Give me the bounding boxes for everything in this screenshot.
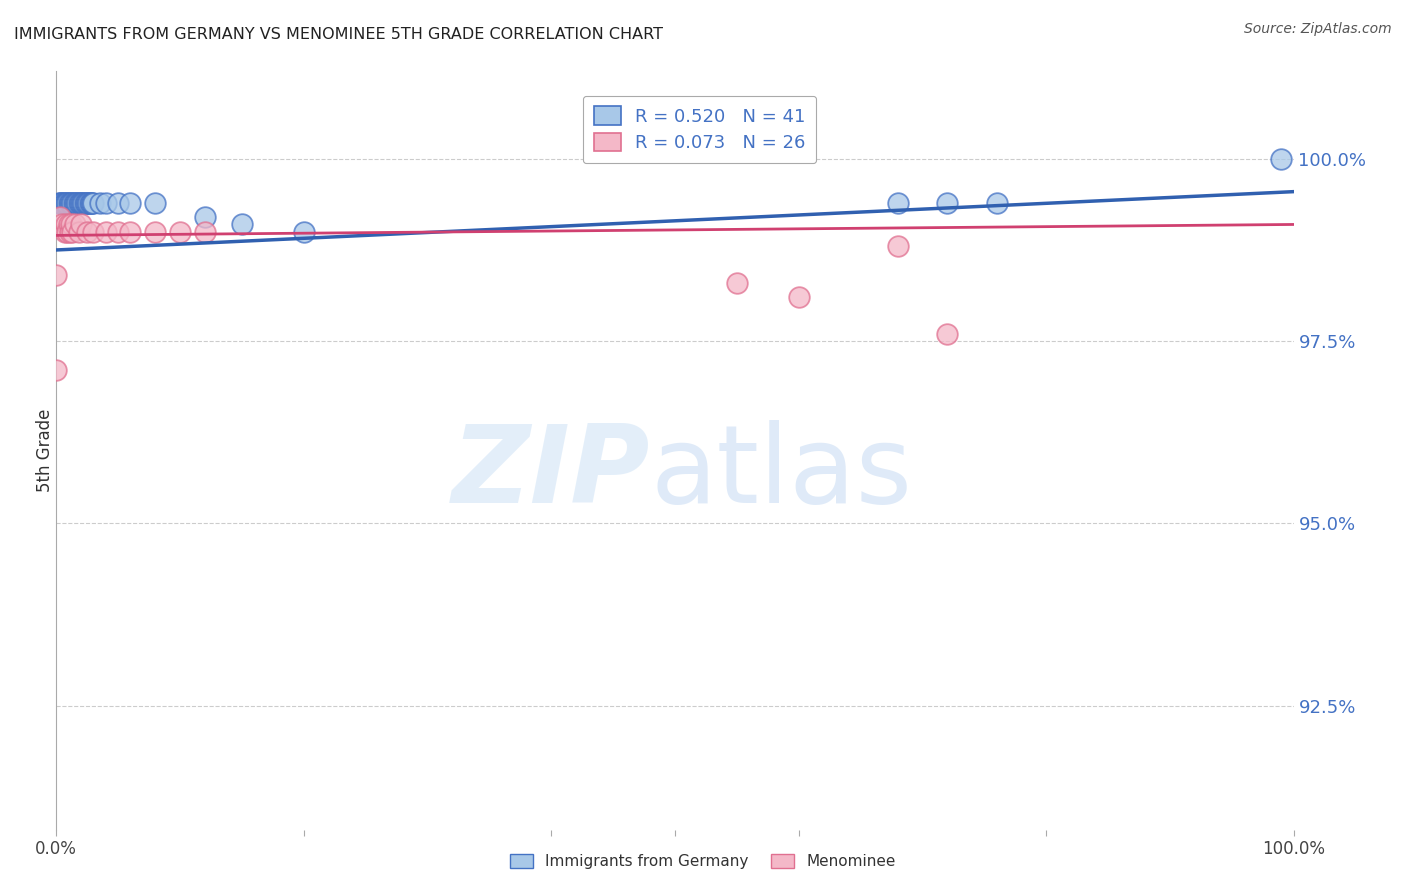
- Point: [60, 218, 83, 232]
- Point: [143, 225, 166, 239]
- Point: [292, 225, 315, 239]
- Point: [886, 239, 908, 253]
- Point: [45, 363, 67, 377]
- Legend: R = 0.520   N = 41, R = 0.073   N = 26: R = 0.520 N = 41, R = 0.073 N = 26: [583, 95, 817, 163]
- Point: [65, 195, 87, 210]
- Point: [107, 225, 129, 239]
- Point: [67, 195, 90, 210]
- Point: [49, 210, 72, 224]
- Point: [59, 195, 82, 210]
- Point: [51, 195, 73, 210]
- Point: [120, 225, 142, 239]
- Point: [62, 195, 84, 210]
- Point: [45, 268, 67, 283]
- Point: [51, 195, 73, 210]
- Point: [70, 218, 93, 232]
- Point: [75, 195, 97, 210]
- Y-axis label: 5th Grade: 5th Grade: [37, 409, 53, 492]
- Point: [70, 195, 93, 210]
- Point: [63, 195, 86, 210]
- Point: [60, 195, 83, 210]
- Point: [986, 195, 1008, 210]
- Point: [143, 195, 166, 210]
- Point: [76, 195, 98, 210]
- Legend: Immigrants from Germany, Menominee: Immigrants from Germany, Menominee: [503, 848, 903, 875]
- Point: [94, 225, 117, 239]
- Point: [82, 195, 104, 210]
- Point: [67, 225, 90, 239]
- Point: [725, 276, 748, 290]
- Point: [51, 218, 73, 232]
- Point: [55, 218, 77, 232]
- Point: [53, 225, 76, 239]
- Point: [82, 225, 104, 239]
- Point: [52, 195, 75, 210]
- Point: [69, 195, 91, 210]
- Point: [94, 195, 117, 210]
- Point: [73, 195, 96, 210]
- Point: [107, 195, 129, 210]
- Point: [936, 326, 959, 341]
- Text: atlas: atlas: [650, 420, 912, 526]
- Text: ZIP: ZIP: [451, 420, 650, 526]
- Point: [194, 210, 217, 224]
- Point: [787, 290, 810, 304]
- Point: [58, 195, 80, 210]
- Point: [77, 195, 100, 210]
- Point: [49, 195, 72, 210]
- Point: [82, 195, 104, 210]
- Text: Source: ZipAtlas.com: Source: ZipAtlas.com: [1244, 22, 1392, 37]
- Point: [55, 195, 77, 210]
- Point: [66, 195, 89, 210]
- Point: [60, 225, 83, 239]
- Point: [58, 218, 80, 232]
- Point: [1270, 152, 1292, 166]
- Point: [80, 195, 103, 210]
- Point: [169, 225, 191, 239]
- Point: [56, 195, 79, 210]
- Point: [72, 195, 94, 210]
- Point: [886, 195, 908, 210]
- Point: [63, 218, 86, 232]
- Point: [79, 195, 101, 210]
- Point: [60, 195, 83, 210]
- Point: [231, 218, 253, 232]
- Point: [59, 225, 82, 239]
- Point: [936, 195, 959, 210]
- Point: [120, 195, 142, 210]
- Point: [89, 195, 111, 210]
- Point: [194, 225, 217, 239]
- Point: [56, 225, 79, 239]
- Point: [76, 225, 98, 239]
- Point: [48, 195, 70, 210]
- Point: [53, 195, 76, 210]
- Point: [70, 195, 93, 210]
- Text: IMMIGRANTS FROM GERMANY VS MENOMINEE 5TH GRADE CORRELATION CHART: IMMIGRANTS FROM GERMANY VS MENOMINEE 5TH…: [14, 27, 664, 42]
